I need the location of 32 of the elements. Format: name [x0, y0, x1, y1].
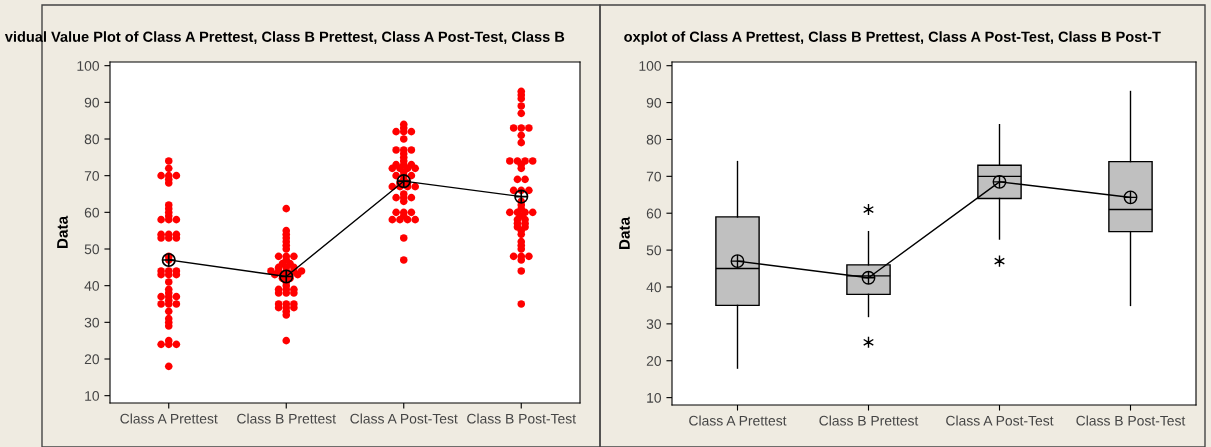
- y-tick-label: 50: [84, 244, 100, 255]
- x-tick-label: Class B Prettest: [237, 413, 336, 424]
- chart-title: vidual Value Plot of Class A Prettest, Class B Prettest, Class A Post-Test, Class B: [4, 31, 565, 45]
- x-tick-label: Class B Prettest: [819, 415, 919, 426]
- y-tick-label: 30: [646, 319, 662, 330]
- y-tick-label: 40: [646, 282, 662, 293]
- x-tick-label: Class A Post-Test: [350, 413, 458, 424]
- y-tick-label: 70: [84, 171, 100, 181]
- y-tick-label: 30: [84, 317, 100, 328]
- y-axis-title: Data: [57, 215, 68, 249]
- x-tick-label: Class A Prettest: [120, 413, 218, 424]
- y-tick-label: 60: [646, 208, 662, 219]
- y-tick-label: 100: [639, 61, 662, 71]
- y-axis-title: Data: [619, 216, 630, 250]
- y-tick-label: 50: [646, 245, 662, 256]
- y-tick-label: 40: [84, 281, 100, 291]
- y-tick-label: 80: [646, 134, 662, 145]
- x-tick-label: Class A Prettest: [689, 415, 787, 426]
- chart-title: oxplot of Class A Prettest, Class B Prettest, Class A Post-Test, Class B Post-T: [624, 31, 1161, 45]
- x-tick-label: Class A Post-Test: [946, 415, 1054, 426]
- y-tick-label: 70: [646, 171, 662, 182]
- x-tick-label: Class B Post-Test: [1076, 415, 1186, 426]
- y-tick-label: 90: [646, 97, 662, 108]
- y-tick-label: 20: [84, 354, 100, 365]
- y-tick-label: 90: [84, 97, 100, 108]
- y-tick-label: 10: [85, 391, 100, 401]
- y-tick-label: 60: [84, 207, 100, 218]
- y-tick-label: 100: [77, 61, 100, 71]
- y-tick-label: 80: [84, 134, 100, 145]
- y-tick-label: 10: [647, 392, 662, 403]
- x-tick-label: Class B Post-Test: [467, 413, 576, 424]
- y-tick-label: 20: [646, 356, 662, 366]
